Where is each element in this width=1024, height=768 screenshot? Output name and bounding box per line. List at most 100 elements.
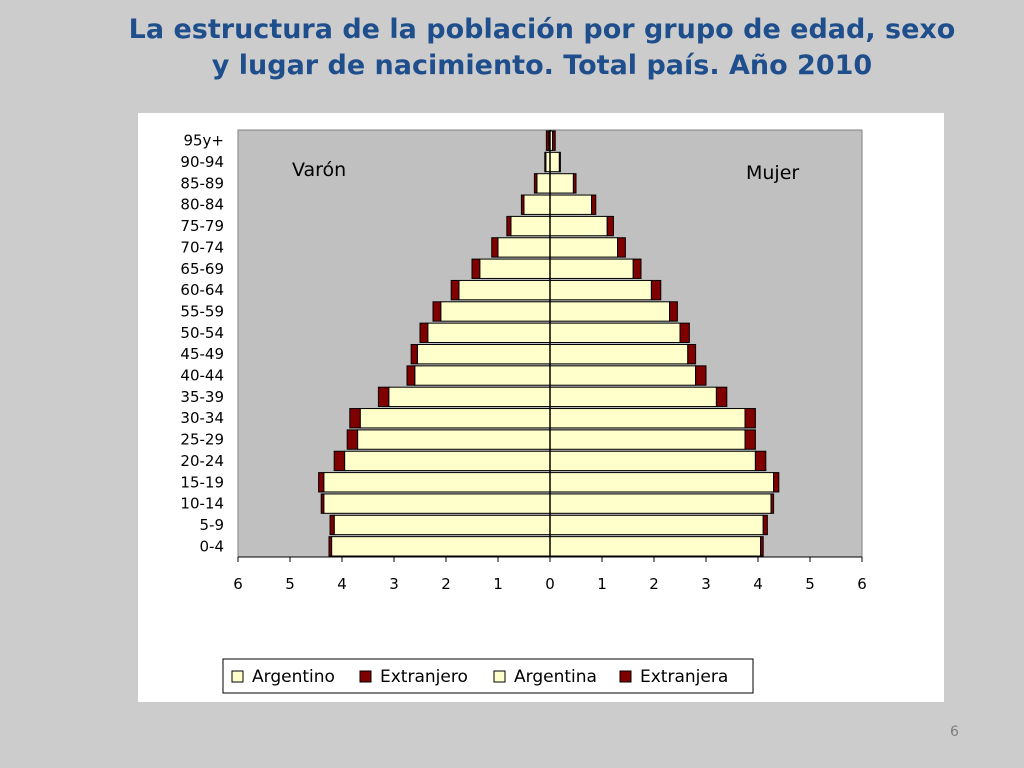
legend: Argentino Extranjero Argentina Extranjera [222, 658, 754, 694]
x-axis-ticks: 6 5 4 3 2 1 0 1 2 3 4 5 6 [233, 557, 867, 593]
bar-female-foreign [773, 472, 780, 493]
y-tick-label: 25-29 [180, 431, 224, 449]
bar-female-foreign [744, 429, 756, 450]
bar-male-foreign [318, 472, 325, 493]
bar-male-foreign [333, 450, 346, 472]
bar-male-native [510, 215, 551, 237]
bar-female-native [549, 365, 697, 386]
x-tick-label: 1 [493, 575, 503, 593]
bar-male-native [479, 258, 551, 279]
bar-female-native [549, 258, 634, 279]
y-tick-label: 65-69 [180, 260, 224, 278]
x-tick-label: 5 [285, 575, 295, 593]
y-tick-label: 85-89 [180, 174, 224, 192]
bar-female-native [549, 301, 671, 322]
population-pyramid-chart: 0-4 5-9 10-14 15-19 20-24 25-29 30-34 35-39 40-4… [180, 129, 867, 694]
bar-female-native [549, 408, 746, 429]
bar-female-foreign [687, 344, 697, 365]
bar-male-foreign [419, 322, 429, 343]
bar-male-native [359, 408, 551, 429]
y-tick-label: 20-24 [180, 452, 224, 470]
bar-female-native [549, 215, 608, 237]
bar-male-foreign [471, 258, 481, 279]
y-tick-label: 95y+ [183, 132, 224, 150]
bar-female-foreign [591, 194, 597, 215]
legend-swatch [493, 670, 506, 683]
bar-male-native [416, 344, 551, 365]
bar-male-native [357, 429, 551, 450]
bar-female-native [549, 472, 775, 493]
bar-female-native [549, 514, 764, 536]
y-tick-label: 10-14 [180, 495, 224, 513]
y-tick-label: 60-64 [180, 281, 224, 299]
y-tick-label: 55-59 [180, 302, 224, 320]
legend-label: Extranjero [380, 667, 468, 687]
title-line-1: La estructura de la población por grupo … [128, 14, 956, 45]
y-tick-label: 30-34 [180, 409, 224, 427]
y-tick-label: 15-19 [180, 473, 224, 491]
female-label: Mujer [746, 162, 799, 184]
y-tick-label: 80-84 [180, 196, 224, 214]
x-tick-label: 2 [649, 575, 659, 593]
y-tick-label: 75-79 [180, 217, 224, 235]
legend-label: Argentino [252, 667, 335, 687]
bar-female-foreign [744, 408, 756, 429]
y-tick-label: 5-9 [200, 516, 225, 534]
bar-male-foreign [410, 344, 418, 365]
bar-female-foreign [695, 365, 707, 386]
x-tick-label: 4 [337, 575, 347, 593]
x-tick-label: 6 [233, 575, 243, 593]
bars-group [318, 130, 780, 557]
bar-female-foreign [606, 215, 614, 237]
title-line-2: y lugar de nacimiento. Total país. Año 2… [211, 50, 873, 81]
legend-swatch [231, 670, 244, 683]
bar-female-native [549, 429, 746, 450]
y-tick-label: 35-39 [180, 388, 224, 406]
bar-male-foreign [544, 151, 547, 173]
bar-male-foreign [320, 493, 325, 514]
male-label: Varón [292, 159, 346, 181]
bar-female-foreign [650, 279, 662, 301]
bar-female-native [549, 344, 689, 365]
bar-male-native [427, 322, 551, 343]
bar-male-native [388, 386, 551, 408]
bar-male-native [414, 365, 551, 386]
y-tick-label: 45-49 [180, 345, 224, 363]
bar-female-foreign [669, 301, 678, 322]
bar-female-native [549, 151, 560, 173]
x-tick-label: 0 [545, 575, 555, 593]
bar-male-native [323, 472, 551, 493]
bar-male-foreign [377, 386, 390, 408]
bar-female-foreign [715, 386, 728, 408]
bar-male-foreign [329, 514, 335, 536]
x-tick-label: 5 [805, 575, 815, 593]
x-tick-label: 6 [857, 575, 867, 593]
bar-female-foreign [617, 237, 626, 258]
bar-male-foreign [346, 429, 359, 450]
y-tick-label: 90-94 [180, 153, 224, 171]
bar-female-native [549, 237, 619, 258]
bar-male-native [333, 514, 551, 536]
bar-female-native [549, 279, 652, 301]
bar-male-foreign [328, 536, 333, 557]
bar-male-foreign [545, 130, 550, 151]
bar-female-foreign [760, 536, 764, 557]
bar-female-native [549, 493, 772, 514]
bar-male-native [523, 194, 551, 215]
bar-male-native [344, 450, 551, 472]
bar-female-foreign [572, 173, 577, 194]
bar-male-foreign [406, 365, 416, 386]
bar-female-foreign [770, 493, 775, 514]
bar-male-foreign [432, 301, 442, 322]
bar-male-foreign [491, 237, 499, 258]
bar-female-native [549, 536, 762, 557]
bar-male-foreign [450, 279, 460, 301]
x-tick-label: 3 [389, 575, 399, 593]
bar-female-foreign [679, 322, 690, 343]
y-axis-labels: 0-4 5-9 10-14 15-19 20-24 25-29 30-34 35-39 40-4… [180, 132, 224, 556]
legend-swatch [619, 670, 632, 683]
y-tick-label: 70-74 [180, 238, 224, 256]
bar-male-native [458, 279, 551, 301]
bar-male-native [536, 173, 551, 194]
y-tick-label: 40-44 [180, 367, 224, 385]
